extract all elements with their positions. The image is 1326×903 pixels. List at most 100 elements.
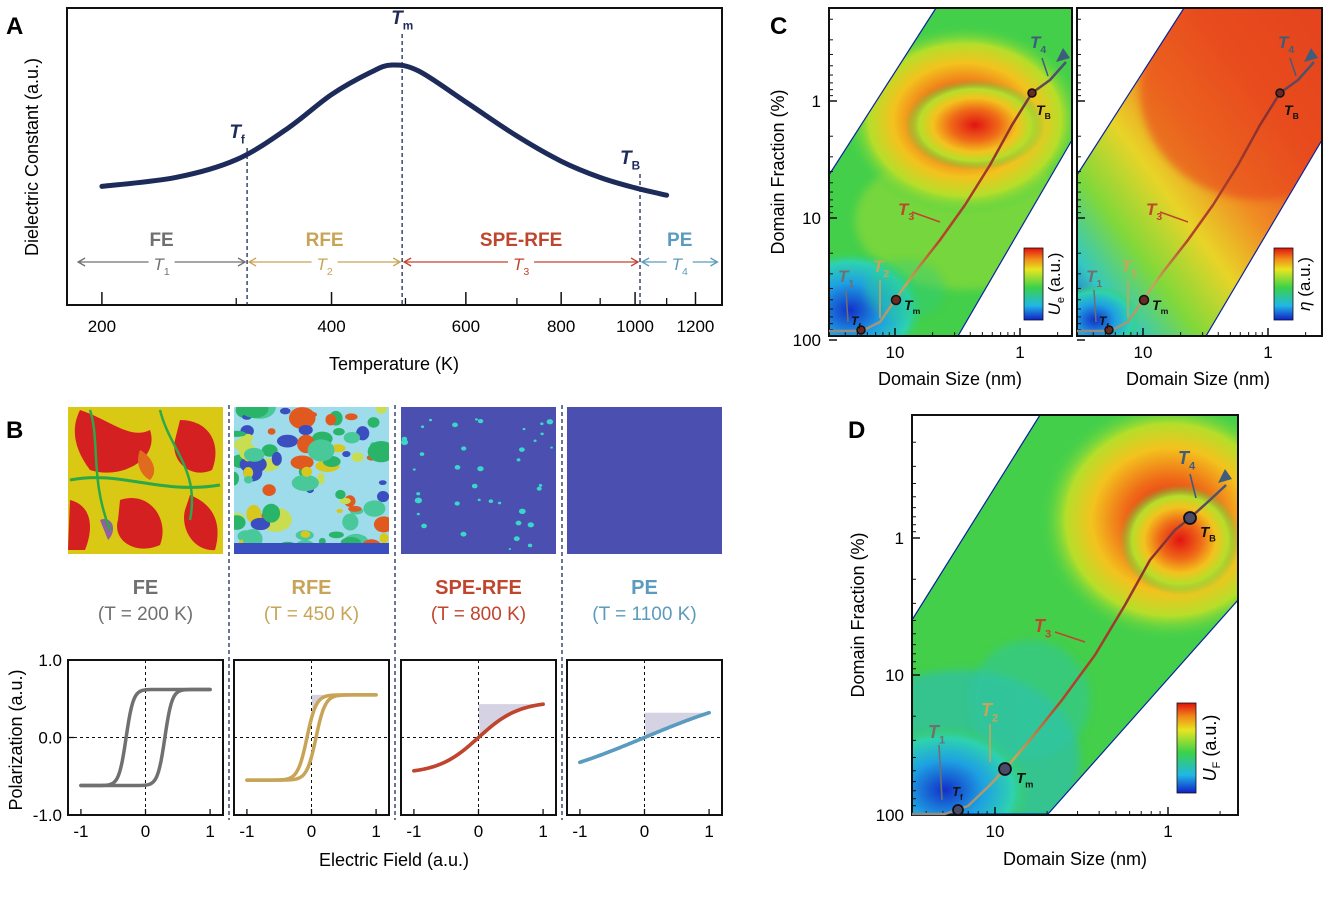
marker-label-m: Tm (391, 8, 413, 33)
label-bg (666, 250, 693, 276)
panel-c-axes: 10 1 1 10 100 10 1 (793, 18, 1307, 362)
label-tm: Tm (904, 297, 921, 316)
loop-branch-down (412, 702, 545, 773)
domain-blob (262, 503, 281, 523)
arrow-left (402, 257, 412, 267)
label-tm: Tm (1016, 770, 1033, 790)
arrow-right (630, 257, 640, 267)
marker-label-f: Tf (229, 122, 245, 147)
domain-blob (234, 430, 246, 437)
arrow-right (237, 257, 247, 267)
domain-blob (460, 531, 467, 537)
domain-blob (477, 498, 481, 502)
phase-temp: (T = 450 K) (264, 604, 359, 625)
phase-temp: (T = 1100 K) (592, 604, 696, 625)
x-tick-label: 1000 (616, 317, 654, 336)
domain-blob (416, 512, 420, 516)
domain-blob (243, 467, 254, 479)
x-tick-label: 1 (205, 822, 214, 841)
domain-blob (516, 458, 521, 462)
domain-blob (267, 428, 276, 435)
x-tick-label: 1 (1163, 822, 1172, 841)
domain-blob (276, 434, 298, 448)
label-tf: Tf (1099, 314, 1109, 331)
path-label-1: T1 (1086, 267, 1102, 290)
phase-name-pe: PE (667, 230, 692, 251)
heatmap-uf (912, 415, 1238, 814)
x-tick-label: 600 (452, 317, 480, 336)
domain-blob (279, 407, 291, 415)
y-tick-label: 10 (802, 209, 821, 228)
phase-separators (228, 405, 563, 820)
phase-title: PE (631, 577, 658, 599)
panel-d-y-label: Domain Fraction (%) (848, 532, 868, 697)
domain-blob (497, 501, 502, 505)
domain-blob (351, 452, 364, 463)
label-tb: TB (1200, 524, 1216, 544)
domain-blob (307, 439, 335, 462)
domain-blob (518, 508, 526, 514)
label-arrow (1093, 289, 1097, 323)
label-arrow (1159, 211, 1189, 223)
domain-blob (342, 513, 359, 531)
domain-blob (550, 446, 553, 449)
domain-image-pe (567, 407, 722, 554)
domain-blob (452, 422, 458, 428)
panel-b: B FE(T (6, 405, 723, 870)
domain-blob (363, 500, 386, 517)
phase-temp-4: T4 (672, 255, 688, 278)
label-bg (508, 250, 535, 276)
domain-blob (373, 516, 389, 533)
state-point (1183, 511, 1197, 525)
domain-blob (317, 472, 325, 485)
phase-title: SPE-RFE (435, 577, 522, 599)
domain-blob (243, 447, 265, 462)
label-bg (148, 250, 175, 276)
domain-blob (533, 439, 537, 443)
label-tm: Tm (1152, 297, 1169, 316)
phase-name-rfe: RFE (306, 230, 344, 251)
panel-a-x-label: Temperature (K) (329, 354, 459, 374)
panel-b-y-label: Polarization (a.u.) (6, 669, 26, 810)
colorbar (1176, 702, 1197, 794)
energy-shade (644, 712, 710, 737)
colorbar (1273, 247, 1294, 321)
panel-c-paths: Tf Tm TB T1 T2 T3 T4 Tf Tm TB T1 T2 T3 T4 (829, 33, 1318, 335)
path-label-1: T1 (928, 722, 945, 746)
panel-a-x-axis: 200 400 600 800 1000 1200 (88, 292, 714, 336)
domain-blob (513, 536, 520, 542)
path-label-1: T1 (838, 267, 854, 290)
domain-blob (241, 407, 269, 419)
domain-blob (336, 508, 343, 514)
x-tick-label: 1 (704, 822, 713, 841)
y-tick-label: 1.0 (38, 651, 62, 670)
domain-blob (288, 407, 316, 430)
domain-blob (271, 451, 282, 466)
domain-blob (298, 424, 313, 436)
label-tf: Tf (851, 314, 861, 331)
domain-blob (377, 490, 389, 503)
domain-blob (301, 466, 313, 477)
colorbar (1023, 247, 1044, 321)
path-arrowhead (1056, 48, 1070, 62)
arrow-right (392, 257, 402, 267)
domain-blob (328, 531, 344, 539)
domain-blob (461, 446, 467, 451)
domain-blob (262, 484, 276, 496)
panel-c-x-label-2: Domain Size (nm) (1126, 369, 1270, 389)
label-arrow (845, 289, 849, 323)
panel-a-transition-markers: Tf Tm TB (229, 8, 641, 305)
y-tick-label: -1.0 (33, 806, 62, 825)
x-tick-label: 0 (474, 822, 483, 841)
domain-blob (515, 520, 522, 526)
domain-blob (379, 533, 389, 544)
domain-blob (335, 489, 346, 500)
label-arrow (1054, 631, 1086, 643)
domain-blob (291, 474, 319, 492)
domain-blob (527, 543, 533, 548)
state-point (998, 762, 1012, 776)
state-point (952, 804, 964, 816)
panel-d: D 10 1 1 10 100 Tf Tm TB T1 T2 T3 T4 UF (a.u.) Dom… (848, 414, 1239, 869)
x-tick-label: -1 (406, 822, 421, 841)
